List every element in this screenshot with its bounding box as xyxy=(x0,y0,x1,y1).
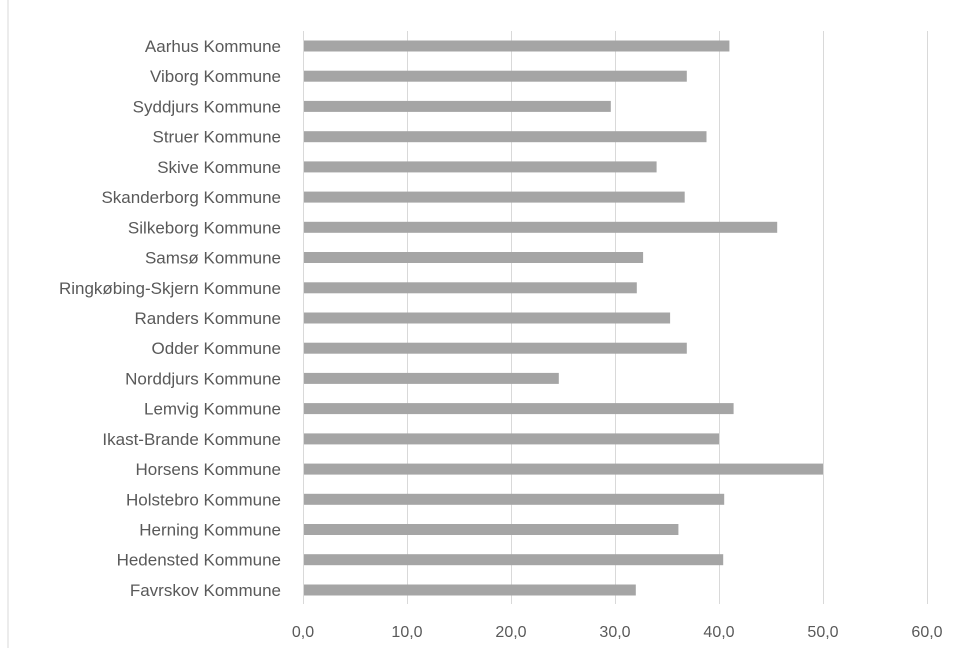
bar xyxy=(304,191,685,203)
bar xyxy=(304,463,823,475)
category-label: Randers Kommune xyxy=(135,309,281,328)
x-tick-label: 40,0 xyxy=(703,624,734,641)
x-tick-label: 30,0 xyxy=(599,624,630,641)
bar xyxy=(304,221,778,233)
bar xyxy=(304,403,734,415)
category-label: Skanderborg Kommune xyxy=(101,188,281,207)
category-label: Samsø Kommune xyxy=(145,249,281,268)
bar xyxy=(304,342,687,354)
bar xyxy=(304,70,687,82)
category-label: Ringkøbing-Skjern Kommune xyxy=(59,279,281,298)
category-label: Viborg Kommune xyxy=(150,67,281,86)
x-tick-label: 20,0 xyxy=(495,624,526,641)
category-label: Syddjurs Kommune xyxy=(133,97,281,116)
bar xyxy=(304,40,730,52)
bar xyxy=(304,131,707,143)
bar xyxy=(304,433,719,445)
category-labels: Aarhus Kommune Viborg Kommune Syddjurs Kom… xyxy=(59,37,281,600)
bar xyxy=(304,584,636,596)
category-label: Herning Kommune xyxy=(139,521,281,540)
x-tick-label: 60,0 xyxy=(911,624,942,641)
bars xyxy=(304,40,823,596)
bar xyxy=(304,372,559,384)
category-label: Favrskov Kommune xyxy=(130,581,281,600)
category-label: Skive Kommune xyxy=(157,158,281,177)
category-label: Struer Kommune xyxy=(153,128,282,147)
bar xyxy=(304,161,657,173)
category-label: Odder Kommune xyxy=(152,339,281,358)
category-label: Ikast-Brande Kommune xyxy=(102,430,281,449)
bar xyxy=(304,524,679,535)
bar xyxy=(304,282,637,294)
x-tick-label: 10,0 xyxy=(391,624,422,641)
x-tick-label: 50,0 xyxy=(807,624,838,641)
x-tick-label: 0,0 xyxy=(292,624,314,641)
category-label: Holstebro Kommune xyxy=(126,490,281,509)
category-label: Lemvig Kommune xyxy=(144,400,281,419)
category-label: Hedensted Kommune xyxy=(117,551,281,570)
category-label: Norddjurs Kommune xyxy=(125,369,281,388)
category-label: Aarhus Kommune xyxy=(145,37,281,56)
category-label: Silkeborg Kommune xyxy=(128,218,281,237)
bar xyxy=(304,252,644,263)
category-label: Horsens Kommune xyxy=(135,460,281,479)
bar xyxy=(304,312,671,324)
x-axis-tick-labels: 0,0 10,0 20,0 30,0 40,0 50,0 60,0 xyxy=(292,624,943,641)
bar xyxy=(304,554,724,566)
bar xyxy=(304,100,611,112)
bar xyxy=(304,493,725,505)
